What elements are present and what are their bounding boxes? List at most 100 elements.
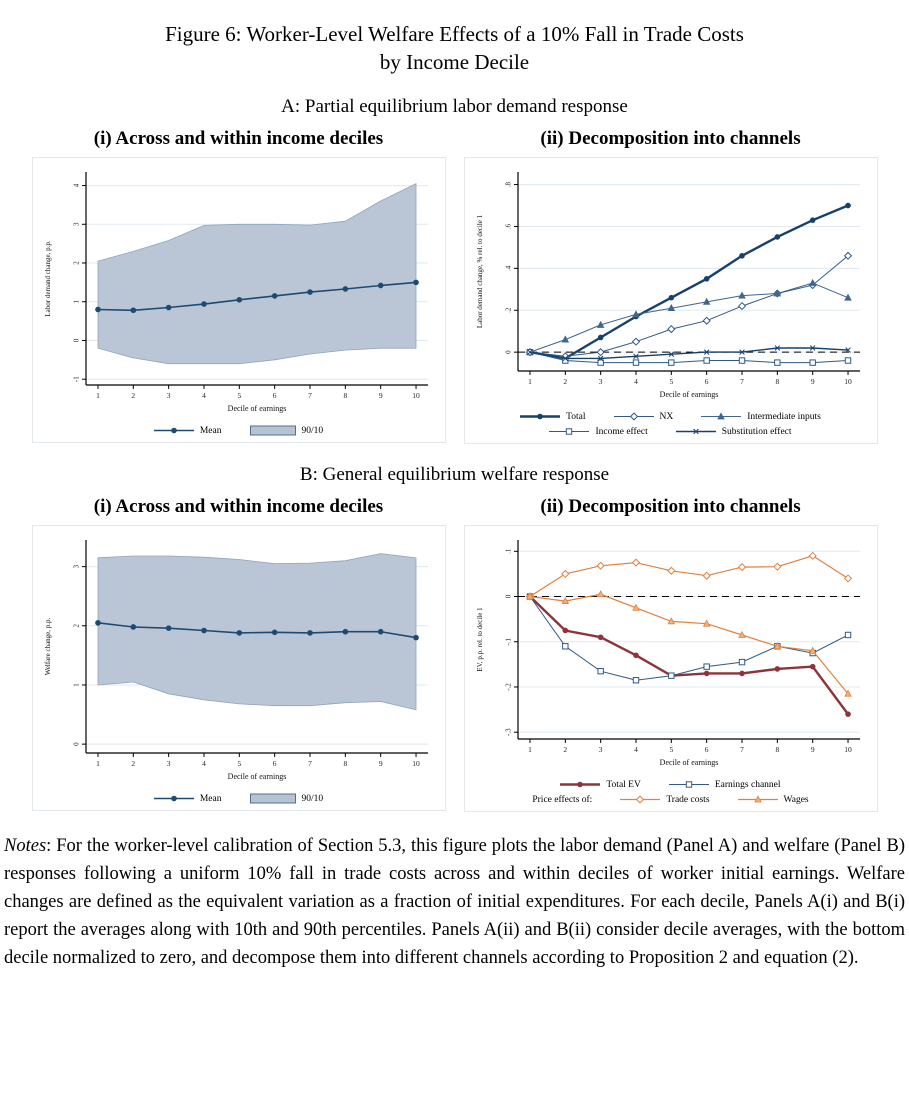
svg-text:3: 3 xyxy=(166,391,170,400)
figure-title: Figure 6: Worker-Level Welfare Effects o… xyxy=(0,20,909,76)
chart-svg-panel-a-ii: 0 .2 .4 .6 .8 1 2 3 4 5 6 7 8 9 10 Decile of earnings La… xyxy=(476,172,860,399)
panel-b-ii-subtitle: (ii) Decomposition into channels xyxy=(540,496,801,517)
series-mean xyxy=(94,279,419,314)
svg-text:8: 8 xyxy=(775,377,779,386)
svg-text:2: 2 xyxy=(131,391,135,400)
legend-item-mean: Mean xyxy=(153,793,222,804)
svg-text:4: 4 xyxy=(72,183,80,187)
svg-text:1: 1 xyxy=(528,745,532,754)
svg-text:6: 6 xyxy=(272,759,276,768)
x-axis-label: Decile of earnings xyxy=(659,758,718,767)
legend-item-nx: NX xyxy=(613,411,674,422)
legend-glyph-intermediate-inputs xyxy=(701,412,742,420)
legend-label: Income effect xyxy=(595,426,648,437)
svg-text:3: 3 xyxy=(166,759,170,768)
chart-panel-a-ii: 0 .2 .4 .6 .8 1 2 3 4 5 6 7 8 9 10 Decile of earnings La… xyxy=(463,157,878,444)
svg-text:8: 8 xyxy=(343,759,347,768)
chart-panel-b-ii: .1 0 -.1 -.2 -.3 1 2 3 4 5 6 7 8 9 10 Decile of earning… xyxy=(463,525,878,812)
svg-text:6: 6 xyxy=(704,377,708,386)
gridlines xyxy=(517,184,860,353)
svg-text:6: 6 xyxy=(272,391,276,400)
chart-panel-a-i: -1 0 1 2 3 4 1 2 3 4 5 6 7 8 9 10 Decile of earnings Labo… xyxy=(31,157,446,443)
legend-label: 90/10 xyxy=(301,425,324,436)
svg-text:1: 1 xyxy=(528,377,532,386)
legend-label: Mean xyxy=(199,793,222,804)
svg-text:0: 0 xyxy=(504,594,512,598)
panel-a-i-column: (i) Across and within income deciles -1 0… xyxy=(31,128,446,444)
svg-text:10: 10 xyxy=(844,377,852,386)
series-earnings-channel xyxy=(526,593,851,684)
legend-label: Total EV xyxy=(606,779,641,790)
legend-item-total-ev: Total EV xyxy=(560,779,641,790)
svg-text:8: 8 xyxy=(343,391,347,400)
svg-text:7: 7 xyxy=(308,759,312,768)
legend-item-wages: Wages xyxy=(737,794,809,805)
notes-body: : For the worker-level calibration of Se… xyxy=(4,836,905,968)
svg-text:5: 5 xyxy=(669,745,673,754)
legend-row: Total NX Intermediate inputs xyxy=(520,409,821,424)
svg-text:4: 4 xyxy=(202,391,206,400)
svg-text:3: 3 xyxy=(72,564,80,568)
legend-item-trade-costs: Trade costs xyxy=(620,794,710,805)
svg-text:0: 0 xyxy=(72,742,80,746)
panel-b-ii-column: (ii) Decomposition into channels .1 0 -.1 -… xyxy=(463,496,878,812)
svg-text:5: 5 xyxy=(237,759,241,768)
legend-label: Price effects of: xyxy=(532,794,593,805)
panel-b-header: B: General equilibrium welfare response xyxy=(299,464,610,485)
legend-glyph-trade-costs xyxy=(620,795,661,804)
svg-text:10: 10 xyxy=(844,745,852,754)
svg-text:2: 2 xyxy=(72,624,80,628)
y-axis-label: Welfare change, p.p. xyxy=(44,617,52,675)
figure-title-line1: Figure 6: Worker-Level Welfare Effects o… xyxy=(165,22,744,46)
svg-text:.6: .6 xyxy=(504,223,512,229)
svg-text:6: 6 xyxy=(704,745,708,754)
svg-text:0: 0 xyxy=(72,338,80,342)
axes: 0 .2 .4 .6 .8 1 2 3 4 5 6 7 8 9 10 xyxy=(504,172,860,386)
legend-label: NX xyxy=(659,411,674,422)
panel-a-ii-column: (ii) Decomposition into channels 0 .2 .4 .6… xyxy=(463,128,878,444)
svg-text:9: 9 xyxy=(378,391,382,400)
y-axis-label: Labor demand change, % rel. to decile 1 xyxy=(476,214,484,328)
svg-text:-.3: -.3 xyxy=(504,728,512,736)
panel-a-ii-subtitle: (ii) Decomposition into channels xyxy=(540,128,801,149)
legend-glyph-total xyxy=(520,413,561,420)
legend-label: Mean xyxy=(199,425,222,436)
legend-row: Price effects of: Trade costs Wages xyxy=(532,792,808,807)
legend-label: Trade costs xyxy=(666,794,710,805)
svg-text:10: 10 xyxy=(412,391,420,400)
legend-label: Intermediate inputs xyxy=(747,411,821,422)
svg-text:-1: -1 xyxy=(72,376,80,382)
svg-text:4: 4 xyxy=(634,745,638,754)
legend-panel-a-i: Mean 90/10 xyxy=(153,423,324,438)
y-axis-label: EV, p.p. rel. to decile 1 xyxy=(476,607,484,672)
legend-glyph-total-ev xyxy=(560,781,601,788)
legend-label: Substitution effect xyxy=(721,426,792,437)
y-axis-label: Labor demand change, p.p. xyxy=(44,240,52,316)
series-trade-costs xyxy=(525,551,852,601)
legend-glyph-income-effect xyxy=(549,428,590,435)
legend-panel-a-ii: Total NX Intermediate inputs Income effect S… xyxy=(520,409,821,439)
band-90-10 xyxy=(97,553,416,711)
chart-panel-b-i: 0 1 2 3 1 2 3 4 5 6 7 8 9 10 Decile of earnings Welfare… xyxy=(31,525,446,811)
legend-glyph-mean xyxy=(153,795,194,802)
svg-text:7: 7 xyxy=(308,391,312,400)
legend-glyph-earnings-channel xyxy=(668,781,709,788)
svg-text:1: 1 xyxy=(96,759,100,768)
svg-text:2: 2 xyxy=(563,377,567,386)
svg-text:.4: .4 xyxy=(504,265,512,271)
svg-text:7: 7 xyxy=(740,377,744,386)
svg-text:.8: .8 xyxy=(504,181,512,187)
svg-text:5: 5 xyxy=(669,377,673,386)
chart-svg-panel-b-ii: .1 0 -.1 -.2 -.3 1 2 3 4 5 6 7 8 9 10 Decile of earning… xyxy=(476,540,860,767)
svg-text:2: 2 xyxy=(131,759,135,768)
legend-item-substitution-effect: Substitution effect xyxy=(675,426,792,437)
notes-label: Notes xyxy=(4,836,47,856)
svg-text:4: 4 xyxy=(202,759,206,768)
x-axis-label: Decile of earnings xyxy=(227,404,286,413)
panel-a-i-subtitle: (i) Across and within income deciles xyxy=(93,128,384,149)
figure-title-line2: by Income Decile xyxy=(379,50,530,74)
chart-svg-panel-a-i: -1 0 1 2 3 4 1 2 3 4 5 6 7 8 9 10 Decile of earnings Labo… xyxy=(44,172,428,413)
series-total-ev xyxy=(526,593,851,717)
svg-text:1: 1 xyxy=(72,683,80,687)
axes: 0 1 2 3 1 2 3 4 5 6 7 8 9 10 xyxy=(72,540,428,768)
